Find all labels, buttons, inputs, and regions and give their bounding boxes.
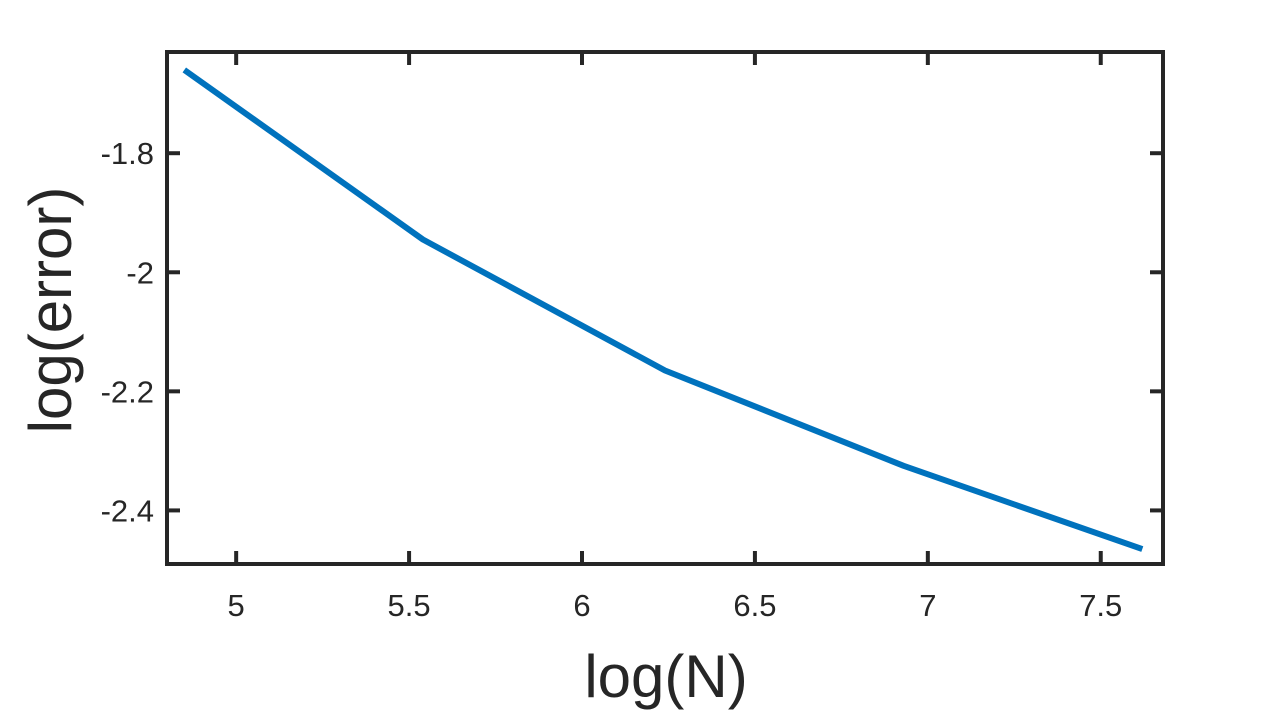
x-tick-label: 6 bbox=[573, 588, 590, 623]
x-tick-label: 7.5 bbox=[1079, 588, 1122, 623]
x-tick-label: 5 bbox=[228, 588, 245, 623]
y-tick-label: -2.4 bbox=[101, 493, 154, 528]
series-line bbox=[182, 67, 1144, 552]
tick-labels-layer: 5 5.5 6 6.5 7 7.5 -1.8 -2 -2.2 -2.4 bbox=[101, 136, 1123, 623]
series-layer bbox=[182, 67, 1144, 552]
x-tick-label: 6.5 bbox=[733, 588, 776, 623]
x-tick-label: 5.5 bbox=[388, 588, 431, 623]
ticks-layer bbox=[167, 52, 1163, 564]
plot-area bbox=[165, 50, 1165, 566]
y-tick-label: -2 bbox=[126, 255, 154, 290]
y-tick-label: -1.8 bbox=[101, 136, 154, 171]
y-tick-label: -2.2 bbox=[101, 374, 154, 409]
y-axis-title: log(error) bbox=[17, 187, 84, 434]
axes-frame bbox=[165, 50, 1165, 566]
x-tick-label: 7 bbox=[919, 588, 936, 623]
x-axis-title: log(N) bbox=[584, 643, 747, 710]
